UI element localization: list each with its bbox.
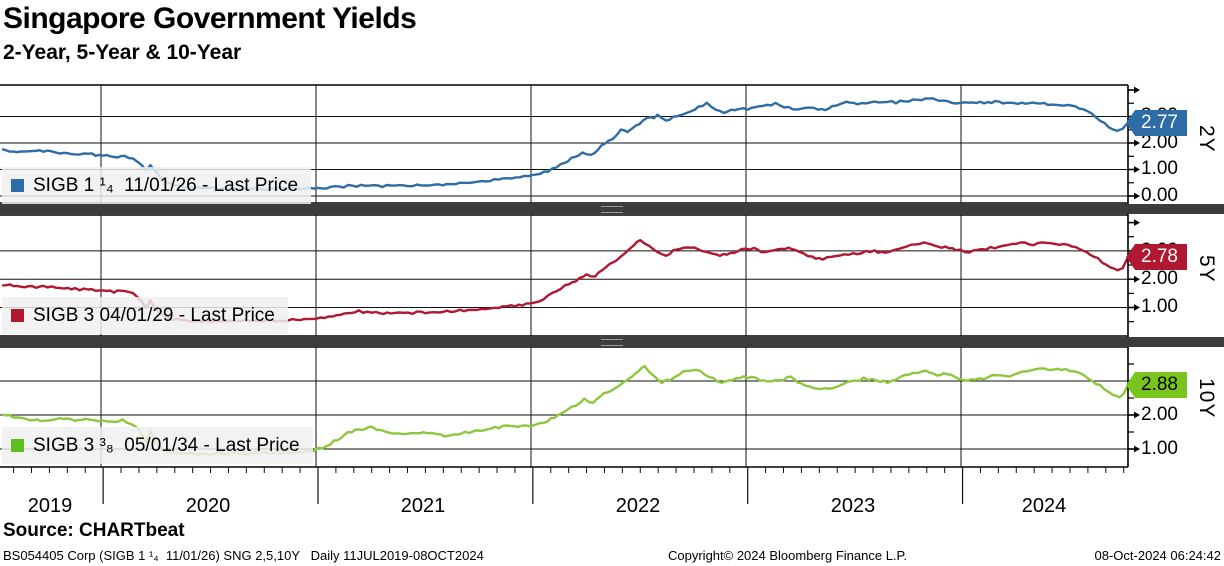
last-price-flag-5y: 2.78 [1126,244,1187,270]
panel-side-label-10y: 10Y [1195,378,1218,419]
panel-side-label-2y: 2Y [1195,125,1218,153]
xtick-2021: 2021 [400,495,446,517]
last-price-flag-10y: 2.88 [1126,372,1187,398]
footer-copyright: Copyright© 2024 Bloomberg Finance L.P. [668,548,908,563]
ytick-10y-2: 2.00 [1141,404,1178,425]
ytick-2y-0: 0.00 [1141,185,1178,206]
xtick-2020: 2020 [185,495,231,517]
panel-side-label-5y: 5Y [1195,255,1218,283]
xtick-2022: 2022 [615,495,661,517]
xtick-2023: 2023 [830,495,876,517]
legend-label-2y: SIGB 1 ¹₄ 11/01/26 - Last Price [33,174,299,196]
source-label: Source: CHARTbeat [3,520,185,541]
ytick-10y-1: 1.00 [1141,438,1178,459]
last-price-flag-2y: 2.77 [1126,110,1187,136]
ytick-2y-2: 2.00 [1141,132,1178,153]
ytick-2y-1: 1.00 [1141,158,1178,179]
splitter-grip-icon [601,206,623,213]
footer-terminal-info: BS054405 Corp (SIGB 1 ¹₄ 11/01/26) SNG 2… [3,548,484,563]
xtick-2019: 2019 [27,495,73,517]
panel-splitter-2[interactable] [0,337,1224,347]
splitter-grip-icon [601,339,623,346]
page-subtitle: 2-Year, 5-Year & 10-Year [3,41,242,64]
xtick-2024: 2024 [1021,495,1067,517]
legend-swatch-red-icon [11,309,24,322]
ytick-5y-2: 2.00 [1141,268,1178,289]
legend-swatch-blue-icon [11,179,24,192]
legend-label-5y: SIGB 3 04/01/29 - Last Price [33,304,275,326]
legend-5y[interactable]: SIGB 3 04/01/29 - Last Price [2,297,288,334]
page-title: Singapore Government Yields [3,2,417,35]
legend-2y[interactable]: SIGB 1 ¹₄ 11/01/26 - Last Price [2,167,312,204]
legend-label-10y: SIGB 3 ³₈ 05/01/34 - Last Price [33,434,300,456]
legend-10y[interactable]: SIGB 3 ³₈ 05/01/34 - Last Price [2,427,313,464]
panel-splitter-1[interactable] [0,204,1224,214]
footer-timestamp: 08-Oct-2024 06:24:42 [1094,548,1221,563]
ytick-5y-1: 1.00 [1141,296,1178,317]
legend-swatch-green-icon [11,439,24,452]
